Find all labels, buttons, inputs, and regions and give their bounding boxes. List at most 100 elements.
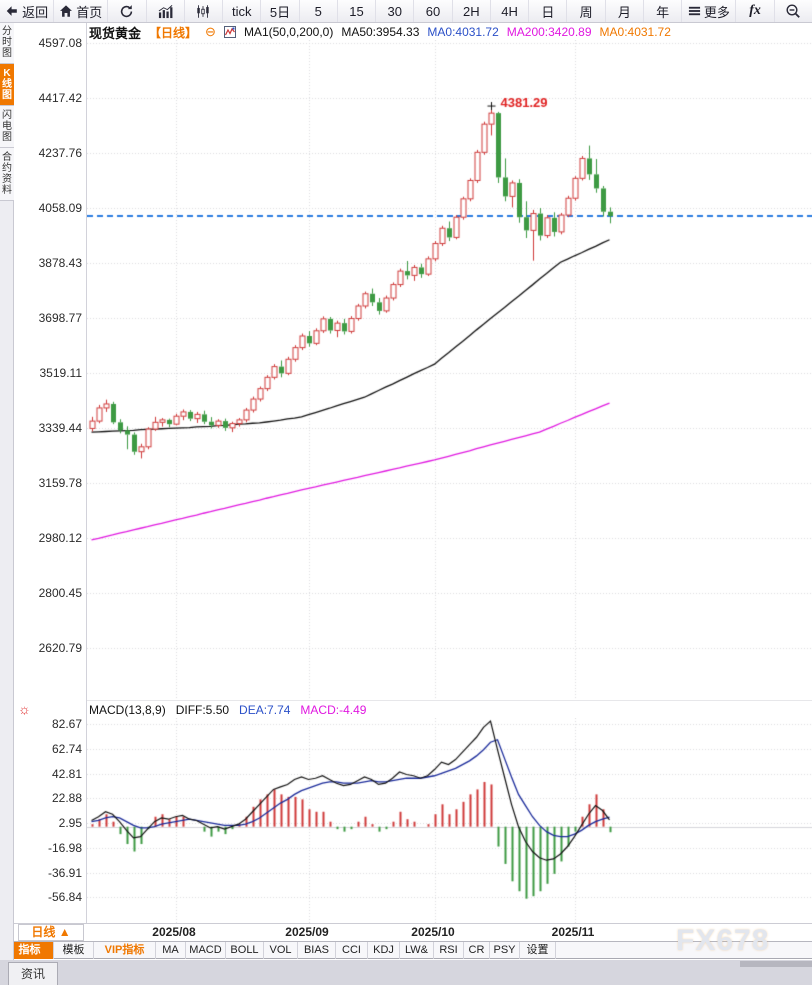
macd-header: MACD(13,8,9) DIFF:5.50 DEA:7.74 MACD:-4.…	[89, 703, 366, 717]
toolbar-back-label: 返回	[22, 4, 49, 20]
candlestick-icon	[195, 4, 211, 19]
toolbar-week-button[interactable]: 周	[567, 0, 606, 22]
ma0-orange-value: MA0:4031.72	[599, 25, 671, 39]
toolbar-more-label: 更多	[703, 4, 730, 20]
price-axis-label: 2980.12	[38, 531, 82, 545]
toolbar-zoom-out-button[interactable]	[775, 0, 812, 22]
toolbar-4h-label: 4H	[501, 3, 518, 19]
toolbar-day-button[interactable]: 日	[529, 0, 568, 22]
indicator-tab-boll[interactable]: BOLL	[226, 942, 264, 959]
indicator-tab-rsi[interactable]: RSI	[434, 942, 464, 959]
indicator-tab-cr[interactable]: CR	[464, 942, 490, 959]
left-sidebar: 分时图 K线图 闪电图 合约资料	[0, 22, 14, 960]
indicator-tab-bias[interactable]: BIAS	[298, 942, 336, 959]
indicator-tab-vol[interactable]: VOL	[264, 942, 298, 959]
time-axis-label: 2025/11	[551, 925, 595, 939]
macd-axis-label: 82.67	[51, 717, 82, 731]
toolbar-4h-button[interactable]: 4H	[491, 0, 530, 22]
pane-separator	[87, 700, 812, 701]
toolbar-week-label: 周	[579, 4, 593, 20]
toolbar-5day-button[interactable]: 5日	[261, 0, 300, 22]
toolbar-30min-label: 30	[387, 3, 402, 19]
menu-icon	[688, 5, 701, 17]
price-axis-label: 4597.08	[38, 36, 82, 50]
macd-dea-value: DEA:7.74	[239, 703, 291, 717]
toolbar-bar-chart-mode-button[interactable]	[147, 0, 185, 22]
indicator-tab-indicator[interactable]: 指标	[6, 942, 54, 959]
indicator-tab-psy[interactable]: PSY	[490, 942, 520, 959]
indicator-tab-settings[interactable]: 设置	[520, 942, 556, 959]
toolbar-fx-label: fx	[749, 3, 761, 18]
toolbar-15min-label: 15	[349, 3, 364, 19]
sidebar-tab-lightning-chart[interactable]: 闪电图	[0, 106, 14, 148]
price-axis-label: 2620.79	[38, 641, 82, 655]
collapse-icon[interactable]: ⊖	[205, 24, 216, 39]
price-axis-label: 3519.11	[39, 366, 83, 380]
macd-macd-value: MACD:-4.49	[300, 703, 367, 717]
time-axis-label: 2025/09	[285, 925, 329, 939]
toolbar-month-button[interactable]: 月	[606, 0, 644, 22]
chart-header: 现货黄金 【日线】 ⊖ MA1(50,0,200,0) MA50:3954.33…	[89, 24, 671, 41]
macd-settings-icon[interactable]: ☼	[18, 701, 31, 717]
macd-axis-label: 62.74	[51, 741, 82, 756]
indicator-tab-template[interactable]: 模板	[54, 942, 94, 959]
ma200-value: MA200:3420.89	[506, 25, 592, 39]
toolbar-fx-button[interactable]: fx	[736, 0, 775, 22]
sidebar-tab-time-share-chart[interactable]: 分时图	[0, 22, 14, 64]
xaxis-separator	[14, 923, 812, 924]
toolbar-15min-button[interactable]: 15	[338, 0, 377, 22]
macd-diff-value: DIFF:5.50	[175, 703, 230, 717]
price-axis-label: 3878.43	[38, 256, 82, 270]
indicator-tab-vip-indicator[interactable]: VIP指标	[94, 942, 156, 959]
toolbar-5day-label: 5日	[269, 4, 291, 20]
toolbar-year-label: 年	[656, 4, 670, 20]
toolbar-refresh-button[interactable]	[108, 0, 147, 22]
toolbar-30min-button[interactable]: 30	[376, 0, 415, 22]
toolbar-back-button[interactable]: 返回	[0, 0, 55, 22]
toolbar-day-label: 日	[541, 4, 555, 20]
ma50-value: MA50:3954.33	[341, 25, 420, 39]
time-axis-label: 2025/10	[411, 925, 455, 939]
period-selector-button[interactable]: 日线 ▲	[18, 924, 84, 941]
ma-settings: MA1(50,0,200,0)	[243, 25, 334, 39]
sidebar-tab-contract-info[interactable]: 合约资料	[0, 148, 14, 201]
price-axis-label: 4237.76	[38, 146, 82, 160]
refresh-icon	[119, 4, 134, 19]
zoom-out-icon	[785, 3, 801, 19]
indicator-tab-kdj[interactable]: KDJ	[368, 942, 400, 959]
time-axis-label: 2025/08	[152, 925, 196, 939]
back-icon	[5, 4, 19, 18]
news-tab[interactable]: 资讯	[8, 962, 58, 985]
toolbar-2h-label: 2H	[462, 3, 480, 19]
price-axis-label: 4058.09	[38, 201, 82, 215]
period-tag: 【日线】	[149, 25, 198, 40]
indicator-tab-cci[interactable]: CCI	[336, 942, 368, 959]
bottom-news-bar: 资讯	[0, 960, 812, 985]
toolbar-candle-mode-button[interactable]	[185, 0, 224, 22]
price-axis-label: 3159.78	[38, 476, 82, 490]
toolbar-home-button[interactable]: 首页	[54, 0, 109, 22]
macd-axis-label: 22.88	[51, 791, 82, 806]
horizontal-scrollbar-thumb[interactable]	[740, 961, 812, 967]
toolbar-year-button[interactable]: 年	[644, 0, 683, 22]
indicator-tab-ma[interactable]: MA	[156, 942, 186, 959]
main-chart-canvas[interactable]	[87, 40, 812, 700]
indicator-tab-bar: 指标 模板 VIP指标 MA MACD BOLL VOL BIAS CCI KDJ LW& RSI CR…	[0, 941, 812, 959]
bar-chart-icon	[157, 4, 174, 19]
home-icon	[59, 4, 73, 18]
indicator-tab-macd[interactable]: MACD	[186, 942, 226, 959]
macd-axis-label: -56.84	[47, 890, 82, 905]
symbol-name: 现货黄金	[89, 25, 142, 41]
toolbar-2h-button[interactable]: 2H	[453, 0, 491, 22]
indicator-legend-icon	[223, 26, 236, 38]
sidebar-tab-kline-chart[interactable]: K线图	[0, 64, 14, 106]
price-axis-label: 3339.44	[38, 421, 82, 435]
indicator-tab-lwr[interactable]: LW&	[400, 942, 434, 959]
toolbar-tick-button[interactable]: tick	[223, 0, 262, 22]
toolbar-60min-button[interactable]: 60	[414, 0, 453, 22]
toolbar-5min-button[interactable]: 5	[300, 0, 338, 22]
top-toolbar: 返回 首页 tick 5日 5 15 30 60 2H 4H 日 周 月 年 更多 fx	[0, 0, 812, 23]
macd-chart-canvas[interactable]	[87, 718, 812, 923]
toolbar-more-button[interactable]: 更多	[682, 0, 737, 22]
